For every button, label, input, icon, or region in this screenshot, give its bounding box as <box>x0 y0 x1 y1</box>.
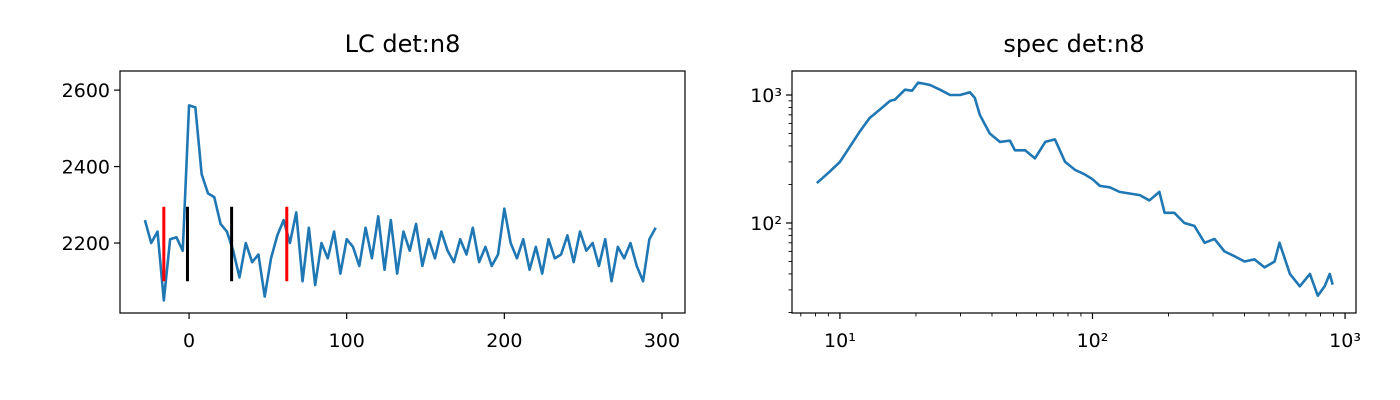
x-tick-label: 0 <box>183 330 195 352</box>
chart-title: spec det:n8 <box>1003 30 1144 58</box>
x-tick-label: 10² <box>1077 330 1109 352</box>
x-tick-label: 300 <box>644 330 680 352</box>
x-tick-label: 100 <box>329 330 365 352</box>
x-tick-label: 10³ <box>1329 330 1361 352</box>
y-tick-label: 2600 <box>62 80 110 102</box>
x-tick-label: 200 <box>486 330 522 352</box>
y-tick-label: 2200 <box>62 233 110 255</box>
chart-title: LC det:n8 <box>345 30 461 58</box>
data-line <box>143 104 657 302</box>
axes-frame <box>791 70 1357 314</box>
data-line <box>815 81 1334 298</box>
y-tick-label: 10³ <box>750 85 782 107</box>
y-tick-label: 2400 <box>62 157 110 179</box>
y-tick-label: 10² <box>750 213 782 235</box>
x-tick-label: 10¹ <box>824 330 856 352</box>
axes-frame <box>119 70 686 314</box>
